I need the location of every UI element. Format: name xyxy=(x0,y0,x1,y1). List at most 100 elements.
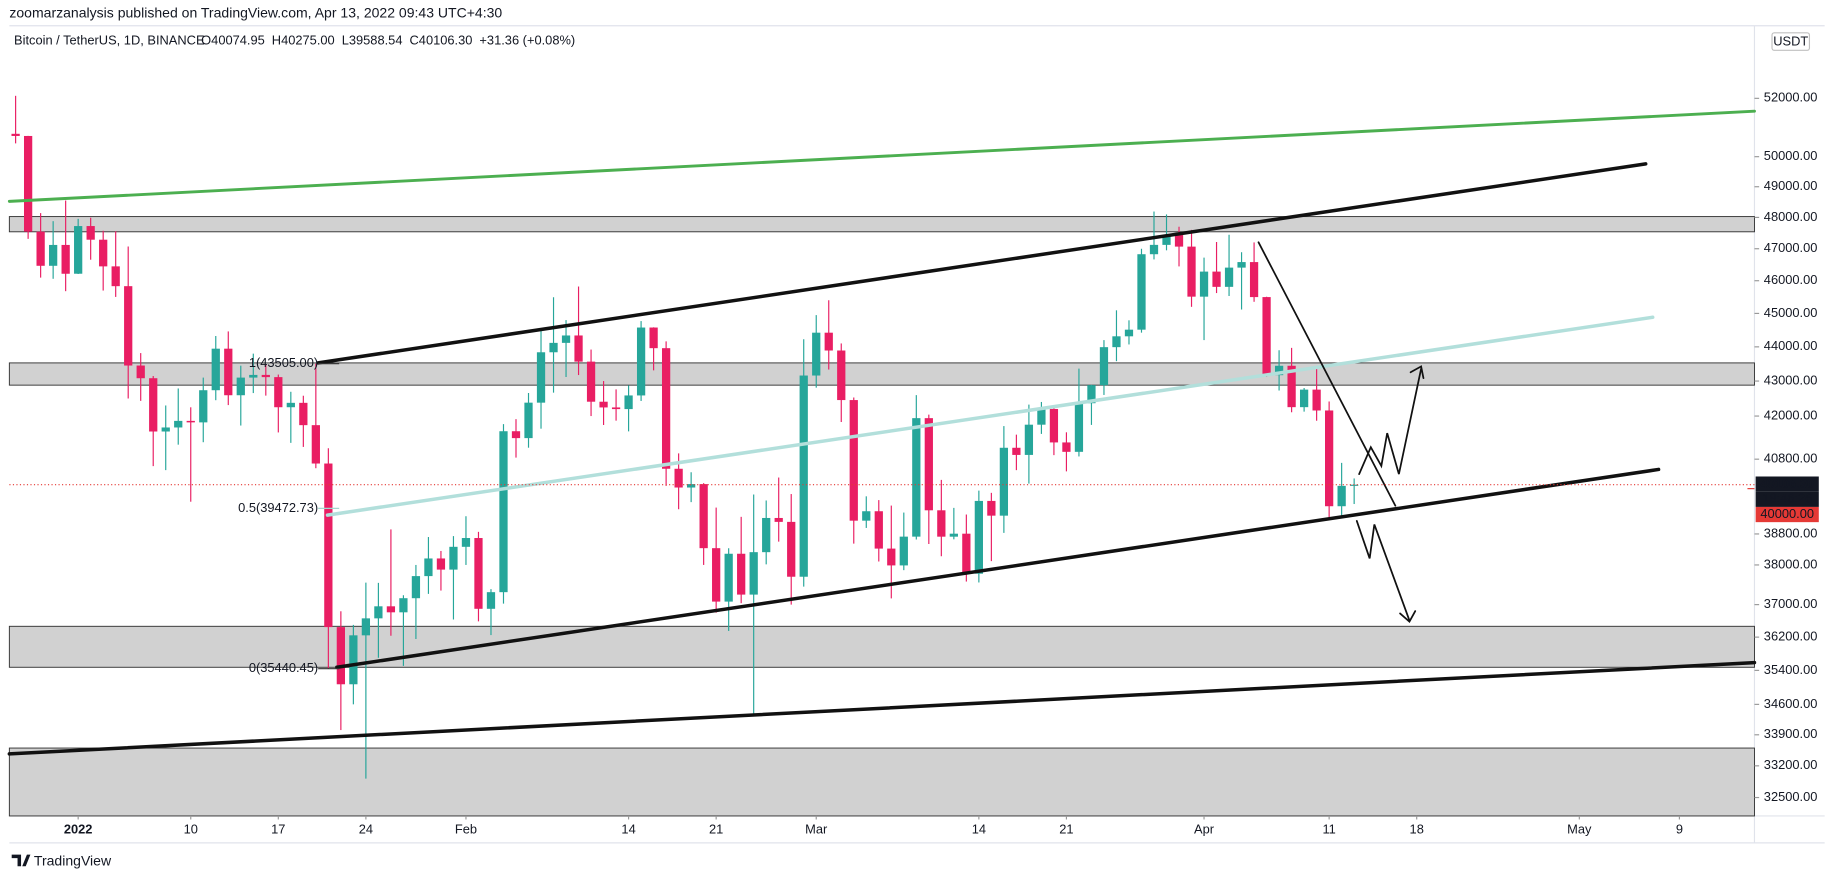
byline: zoomarzanalysis published on TradingView… xyxy=(9,5,502,21)
candle-body xyxy=(136,365,145,379)
candle-body xyxy=(436,558,446,570)
candle-body xyxy=(236,377,245,396)
x-tick-label: 10 xyxy=(184,821,198,836)
ohlc-value: L39588.54 xyxy=(342,32,403,47)
candle-body xyxy=(1087,385,1096,404)
drawings xyxy=(7,109,1757,756)
candle-body xyxy=(249,374,258,378)
candle-body xyxy=(124,286,133,366)
candle-body xyxy=(962,533,971,574)
candle-body xyxy=(561,335,571,343)
alert-price-label: 40000.00 xyxy=(1760,506,1814,521)
candle-body xyxy=(1062,442,1071,452)
candle-body xyxy=(974,500,983,574)
projection-up xyxy=(1358,367,1422,475)
x-tick-label: 18 xyxy=(1410,821,1424,836)
candle-body xyxy=(299,402,308,426)
candle-body xyxy=(524,402,533,439)
y-tick-label: 49000.00 xyxy=(1764,178,1818,193)
candle-body xyxy=(1074,403,1084,452)
candle-body xyxy=(862,511,871,521)
candle-body xyxy=(411,576,421,599)
x-tick-label: 21 xyxy=(709,821,723,836)
x-tick-label: Apr xyxy=(1194,821,1215,836)
trend-line xyxy=(7,109,1756,203)
brand: TradingView xyxy=(34,852,112,868)
candle-body xyxy=(23,135,33,232)
candles xyxy=(11,95,1359,779)
candle-body xyxy=(774,517,783,522)
candle-body xyxy=(574,335,583,362)
y-tick-label: 52000.00 xyxy=(1764,90,1818,105)
candle-body xyxy=(74,226,83,274)
candle-body xyxy=(286,402,295,408)
candle-body xyxy=(912,418,921,537)
last-price-box xyxy=(1755,476,1819,492)
candle-body xyxy=(149,378,158,432)
candle-body xyxy=(762,517,771,553)
candle-body xyxy=(874,511,883,549)
candle-body xyxy=(161,427,170,432)
candle-body xyxy=(211,348,220,391)
x-tick-label: 24 xyxy=(359,821,373,836)
x-tick-label: 14 xyxy=(972,821,986,836)
candle-body xyxy=(924,418,933,511)
candle-body xyxy=(549,342,558,353)
y-tick-label: 44000.00 xyxy=(1764,338,1818,353)
arrow-head xyxy=(1399,610,1417,624)
candle-body xyxy=(536,352,546,403)
currency-box[interactable] xyxy=(1771,32,1811,51)
symbol: Bitcoin / TetherUS, 1D, BINANCE xyxy=(14,32,205,47)
candle-body xyxy=(336,627,345,685)
candle-body xyxy=(511,431,521,439)
candle-body xyxy=(361,618,371,636)
y-tick-label: 47000.00 xyxy=(1764,240,1818,255)
candle-body xyxy=(461,538,471,547)
candle-body xyxy=(224,348,233,396)
candle-body xyxy=(1149,244,1159,255)
candle-body xyxy=(349,635,358,685)
alert-price-box xyxy=(1755,506,1819,523)
candle-body xyxy=(599,401,608,408)
candle-body xyxy=(737,553,746,595)
candle-body xyxy=(174,420,183,428)
y-tick-label: 50000.00 xyxy=(1764,148,1818,163)
candle-body xyxy=(987,500,996,516)
trend-line xyxy=(316,162,1648,365)
y-tick-label: 46000.00 xyxy=(1764,272,1818,287)
x-tick-label: 17 xyxy=(271,821,285,836)
candle-body xyxy=(386,606,396,613)
zone xyxy=(8,625,1755,668)
candle-body xyxy=(586,361,596,402)
candle-body xyxy=(674,468,683,488)
candle-body xyxy=(687,484,696,488)
y-tick-label: 35400.00 xyxy=(1764,662,1818,677)
y-tick-label: 36200.00 xyxy=(1764,629,1818,644)
candle-body xyxy=(36,231,45,266)
candle-body xyxy=(424,558,433,577)
candle-body xyxy=(1262,297,1271,376)
x-tick-label: Mar xyxy=(805,821,828,836)
candle-body xyxy=(1350,484,1359,486)
candle-body xyxy=(449,546,458,570)
candle-body xyxy=(949,533,958,537)
ohlc-value: +31.36 (+0.08%) xyxy=(479,32,575,47)
candle-body xyxy=(724,553,733,602)
last-price-label: 40106.30 xyxy=(1760,476,1814,491)
candle-body xyxy=(937,510,946,537)
candle-body xyxy=(1325,410,1334,507)
candle-body xyxy=(186,420,195,423)
candle-body xyxy=(61,244,70,274)
x-tick-label: 14 xyxy=(621,821,635,836)
candle-body xyxy=(849,400,858,521)
y-tick-label: 48000.00 xyxy=(1764,209,1818,224)
candle-body xyxy=(1137,254,1146,330)
candle-body xyxy=(486,592,496,609)
y-tick-label: 38000.00 xyxy=(1764,556,1818,571)
candle-body xyxy=(274,377,283,408)
candle-body xyxy=(1174,235,1184,247)
fib-label: 0.5(39472.73) xyxy=(238,500,318,515)
currency[interactable]: USDT xyxy=(1773,34,1808,49)
